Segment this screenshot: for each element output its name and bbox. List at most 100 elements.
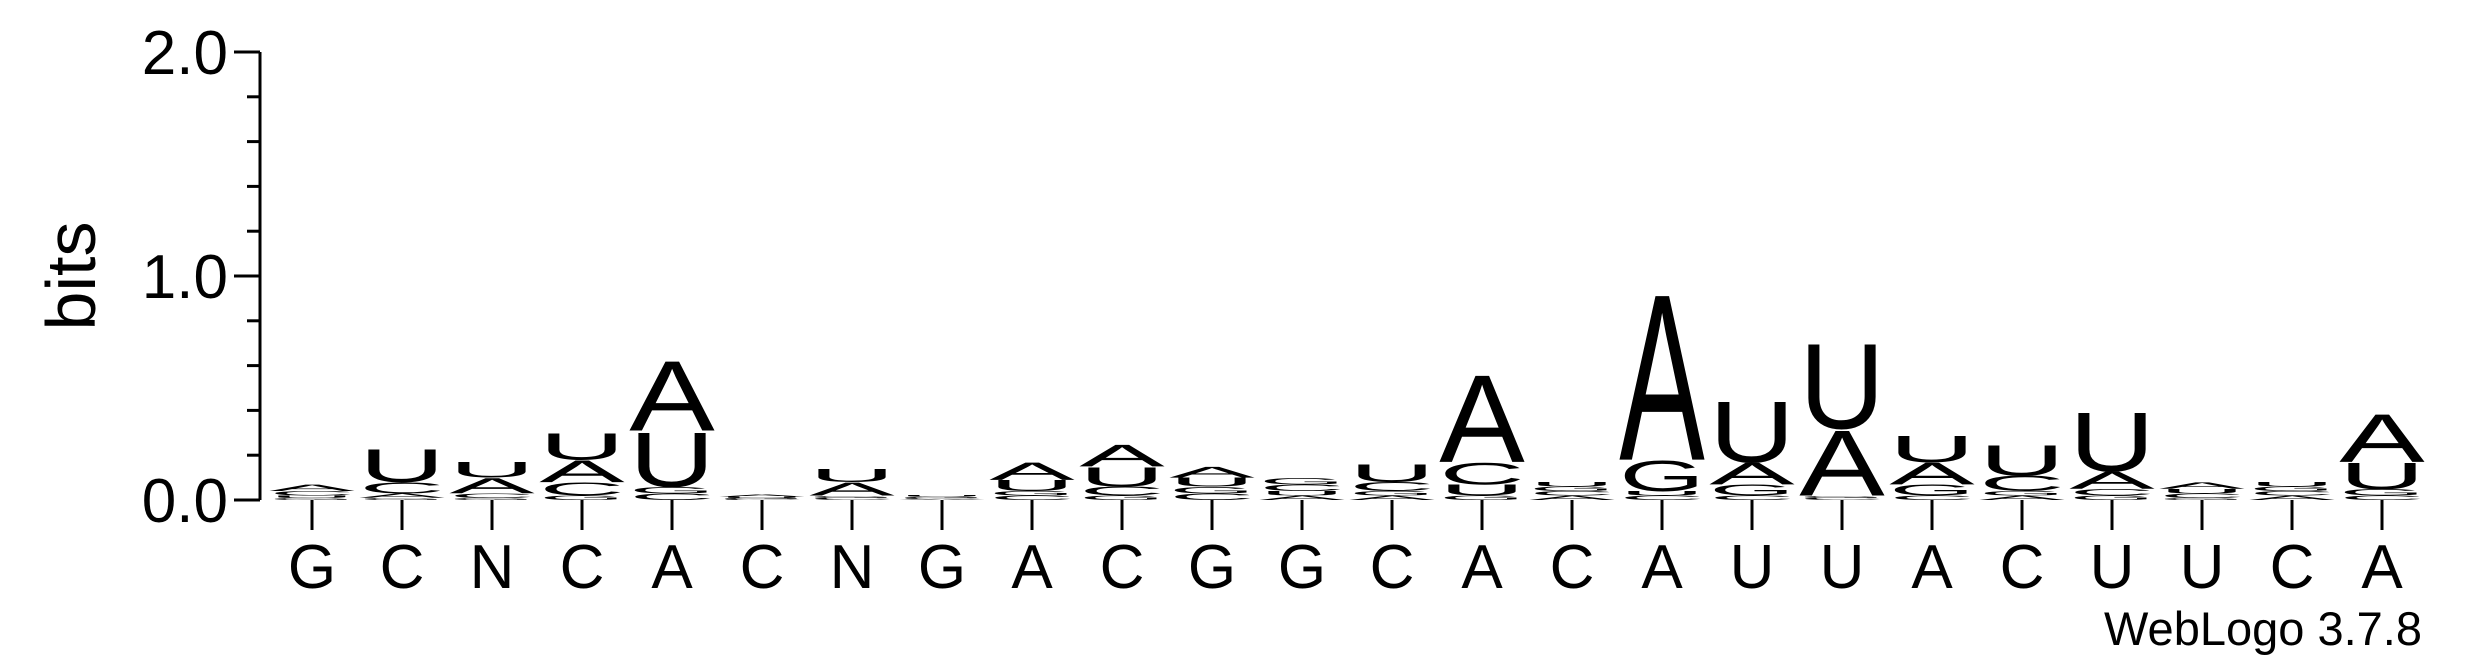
x-tick-label: A xyxy=(2361,533,2403,602)
logo-letter: A xyxy=(1169,464,1255,481)
logo-letter: A xyxy=(1889,456,1976,491)
logo-letter: G xyxy=(1889,481,1974,499)
logo-letter: G xyxy=(1709,481,1794,499)
x-tick-label: C xyxy=(2270,533,2315,602)
logo-letter: C xyxy=(1259,483,1344,494)
logo-letter: C xyxy=(809,497,895,501)
logo-letter: G xyxy=(1169,485,1254,496)
logo-letter: G xyxy=(2339,487,2424,498)
x-tick-label: A xyxy=(651,533,693,602)
logo-letter: U xyxy=(359,440,444,493)
logo-letter: G xyxy=(629,485,714,496)
logo-letter: G xyxy=(2069,494,2154,501)
logo-letter: G xyxy=(989,490,1074,497)
logo-letter: C xyxy=(629,492,714,503)
logo-letter: G xyxy=(359,497,444,500)
logo-letter: G xyxy=(1979,490,2064,497)
logo-letter: U xyxy=(449,458,535,482)
logo-letter: G xyxy=(809,495,894,498)
logo-letter: U xyxy=(1079,461,1164,492)
logo-letter: A xyxy=(989,457,1075,485)
logo-letter: G xyxy=(1799,495,1884,498)
logo-letter: G xyxy=(1349,490,1434,497)
x-tick-label: C xyxy=(1550,533,1595,602)
logo-letter: A xyxy=(1619,246,1705,511)
y-tick-label: 2.0 xyxy=(142,19,228,88)
logo-letter: G xyxy=(719,497,804,499)
logo-letter: C xyxy=(449,492,535,499)
logo-letter: G xyxy=(2249,485,2334,492)
logo-letter: G xyxy=(1529,485,1614,492)
logo-letter: A xyxy=(2159,480,2245,490)
logo-letter: A xyxy=(719,494,805,497)
logo-letter: A xyxy=(2069,466,2155,494)
logo-letter: U xyxy=(1529,481,1615,488)
logo-letter: C xyxy=(269,490,355,497)
logo-letter: U xyxy=(809,465,895,486)
logo-letter: U xyxy=(2069,394,2154,488)
logo-letter: G xyxy=(2159,497,2244,500)
logo-letter: C xyxy=(1709,494,1795,501)
logo-letter: C xyxy=(1439,456,1524,491)
logo-letter: U xyxy=(2339,455,2424,497)
x-tick-label: N xyxy=(470,533,515,602)
logo-letter: C xyxy=(1799,497,1885,501)
logo-letter: C xyxy=(1079,484,1165,498)
logo-letter: C xyxy=(359,479,445,496)
logo-letter: C xyxy=(1889,494,1975,501)
x-tick-label: N xyxy=(830,533,875,602)
logo-letter: G xyxy=(899,496,984,498)
x-tick-label: U xyxy=(1820,533,1865,602)
logo-letter: A xyxy=(359,492,445,499)
logo-letter: U xyxy=(1349,460,1434,488)
logo-letter: C xyxy=(899,497,985,499)
logo-letter: U xyxy=(1169,475,1255,489)
logo-letter: U xyxy=(2159,488,2245,495)
logo-letter: C xyxy=(2069,487,2154,498)
logo-letter: U xyxy=(719,496,805,498)
x-tick-label: A xyxy=(1461,533,1503,602)
footer: WebLogo 3.7.8 xyxy=(2104,602,2422,655)
logo-letter: C xyxy=(2249,490,2335,497)
logo-letter: C xyxy=(719,499,805,501)
logo-letter: A xyxy=(269,483,355,493)
logo-letter: C xyxy=(1529,490,1615,497)
logo-letter: G xyxy=(1079,494,1164,501)
y-tick-label: 0.0 xyxy=(142,467,228,536)
logo-letter: C xyxy=(1349,480,1435,494)
x-tick-label: C xyxy=(740,533,785,602)
logo-letter: A xyxy=(1799,410,1885,515)
logo-letter: U xyxy=(2249,481,2335,488)
x-tick-label: G xyxy=(1188,533,1236,602)
logo-letter: C xyxy=(1979,471,2065,495)
logo-letter: A xyxy=(629,341,715,452)
logo-letter: A xyxy=(1259,494,1345,501)
logo-letter: U xyxy=(1889,428,1974,470)
logo-letter: C xyxy=(2339,494,2425,501)
logo-letter: C xyxy=(1169,492,1254,503)
logo-letter: G xyxy=(539,494,624,501)
x-tick-label: C xyxy=(560,533,605,602)
logo-letter: C xyxy=(539,478,625,499)
logo-letter: A xyxy=(539,454,626,489)
logo-letter: A xyxy=(1439,348,1525,488)
logo-letter: A xyxy=(449,474,535,498)
logo-letter: U xyxy=(1259,490,1345,497)
y-tick-label: 1.0 xyxy=(142,243,228,312)
logo-letter: U xyxy=(899,495,985,497)
logo-letter: U xyxy=(1619,490,1705,497)
x-tick-label: G xyxy=(1278,533,1326,602)
x-tick-label: U xyxy=(2090,533,2135,602)
y-axis-label: bits xyxy=(32,222,110,331)
x-tick-label: C xyxy=(1370,533,1415,602)
logo-letter: U xyxy=(1439,481,1525,498)
logo-letter: A xyxy=(2249,494,2335,501)
x-tick-label: G xyxy=(918,533,966,602)
logo-letter: U xyxy=(989,477,1075,494)
x-tick-label: A xyxy=(1011,533,1053,602)
logo-letter: A xyxy=(899,499,985,501)
x-tick-label: G xyxy=(288,533,336,602)
logo-letter: A xyxy=(2339,400,2425,477)
x-tick-label: A xyxy=(1911,533,1953,602)
